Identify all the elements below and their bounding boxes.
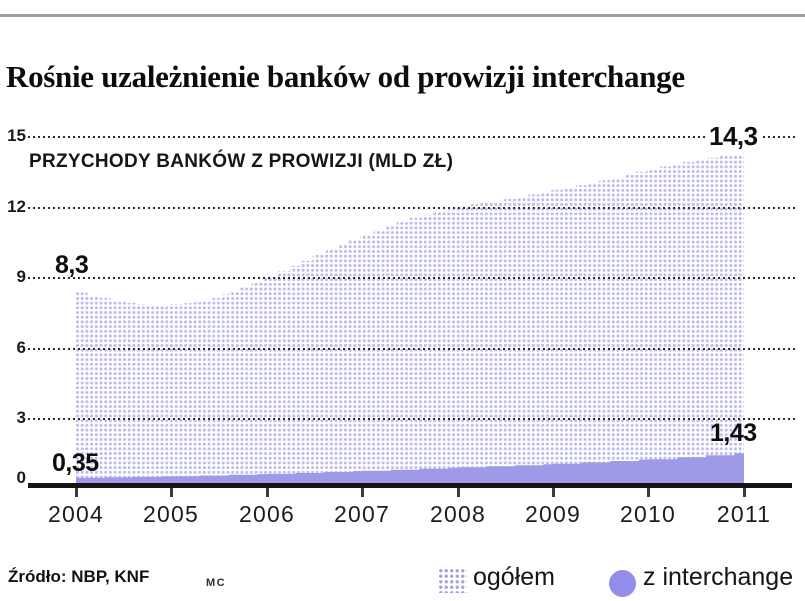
y-tick-15: 15 [7, 126, 26, 145]
x-label-2007: 2007 [334, 501, 390, 527]
annotation-ogolem-end: 14,3 [706, 121, 761, 152]
x-label-2011: 2011 [716, 501, 772, 527]
y-tick-6: 6 [16, 338, 26, 357]
annotation-interchange-start: 0,35 [52, 449, 99, 477]
y-tick-12: 12 [7, 197, 26, 216]
x-tick-2007 [361, 488, 364, 497]
x-label-2008: 2008 [430, 501, 486, 527]
gridline-3 [28, 418, 795, 420]
legend-ogolem-swatch-icon [437, 567, 467, 593]
x-tick-2009 [552, 488, 555, 497]
x-label-2006: 2006 [239, 501, 295, 527]
x-tick-2010 [647, 488, 650, 497]
x-tick-2006 [266, 488, 269, 497]
x-tick-2005 [170, 488, 173, 497]
gridline-12 [28, 207, 795, 209]
legend-label-interchange: z interchange [643, 563, 794, 591]
gridline-15 [28, 136, 795, 138]
x-tick-2008 [457, 488, 460, 497]
source-note: Źródło: NBP, KNF [8, 567, 150, 586]
x-tick-2004 [75, 488, 78, 497]
ogolem-area-series [76, 152, 744, 484]
annotation-interchange-end: 1,43 [710, 419, 757, 447]
page-title: Rośnie uzależnienie banków od prowizji i… [6, 58, 685, 94]
x-tick-2011 [743, 488, 746, 497]
x-label-2004: 2004 [48, 501, 104, 527]
legend-interchange-circle-icon [609, 570, 636, 597]
x-label-2010: 2010 [620, 501, 676, 527]
legend-label-ogolem: ogółem [473, 563, 555, 591]
y-tick-0: 0 [16, 468, 26, 487]
x-label-2005: 2005 [143, 501, 199, 527]
chart-subtitle: PRZYCHODY BANKÓW Z PROWIZJI (MLD ZŁ) [29, 151, 454, 172]
y-tick-9: 9 [16, 267, 26, 286]
y-tick-3: 3 [16, 408, 26, 427]
x-label-2009: 2009 [525, 501, 581, 527]
gridline-9 [28, 277, 795, 279]
credit-mark: MC [206, 577, 227, 589]
annotation-ogolem-start: 8,3 [55, 251, 89, 279]
top-divider [0, 14, 805, 17]
interchange-area-series [76, 452, 744, 483]
x-axis-line [28, 483, 792, 488]
gridline-6 [28, 348, 795, 350]
